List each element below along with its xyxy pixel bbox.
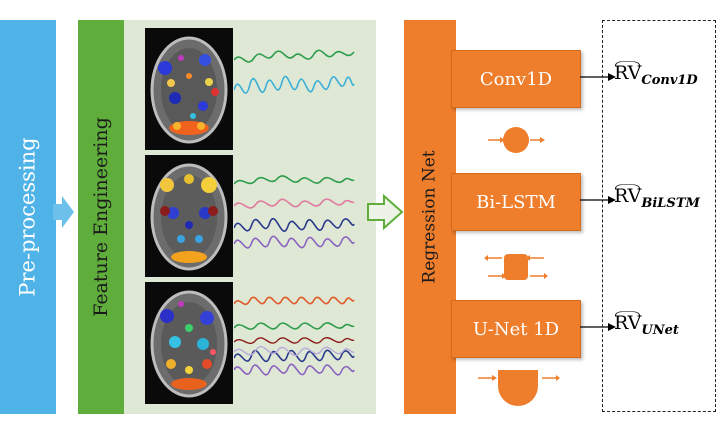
signals-group-1 (234, 49, 355, 94)
unet1d-label: U-Net 1D (472, 318, 560, 340)
conv-glyph-icon (488, 127, 545, 153)
arrow-to-regression (367, 194, 404, 230)
signals-group-3 (234, 296, 355, 376)
output-bilstm-subscript: BiLSTM (641, 196, 700, 211)
conv1d-label: Conv1D (479, 68, 553, 90)
signals-group-2 (234, 175, 355, 249)
output-arrow-unet (580, 323, 616, 331)
output-arrow-conv1d (580, 73, 616, 81)
regression-net-label: Regression Net (420, 150, 441, 284)
signal-trace (234, 49, 355, 63)
bilstm-box: Bi-LSTM (451, 173, 581, 231)
bilstm-label: Bi-LSTM (476, 191, 556, 213)
output-bilstm: RVBiLSTM (614, 185, 700, 211)
output-bilstm-symbol: RV (614, 185, 642, 207)
brain-image-2 (145, 155, 233, 277)
unet-glyph-icon (478, 370, 560, 406)
brain-image-3 (145, 282, 233, 404)
conv1d-box: Conv1D (451, 50, 581, 108)
output-unet-symbol: RV (614, 312, 642, 334)
regression-net-block: Regression Net (404, 20, 456, 414)
preprocessing-label: Pre-processing (16, 137, 40, 297)
feature-engineering-block: Feature Engineering (78, 20, 124, 414)
output-unet-subscript: UNet (641, 323, 679, 338)
signal-trace (234, 75, 355, 94)
output-unet: RVUNet (614, 312, 679, 338)
brain-image-1 (145, 28, 233, 150)
unet1d-box: U-Net 1D (451, 300, 581, 358)
output-conv1d: RVConv1D (614, 62, 698, 88)
feature-engineering-label: Feature Engineering (90, 117, 112, 317)
lstm-glyph-icon (484, 254, 548, 280)
output-conv1d-symbol: RV (614, 62, 642, 84)
arrow-to-feature-engineering (53, 196, 74, 228)
output-arrow-bilstm (580, 196, 616, 204)
output-container (602, 20, 716, 412)
preprocessing-block: Pre-processing (0, 20, 56, 414)
output-conv1d-subscript: Conv1D (641, 73, 698, 88)
